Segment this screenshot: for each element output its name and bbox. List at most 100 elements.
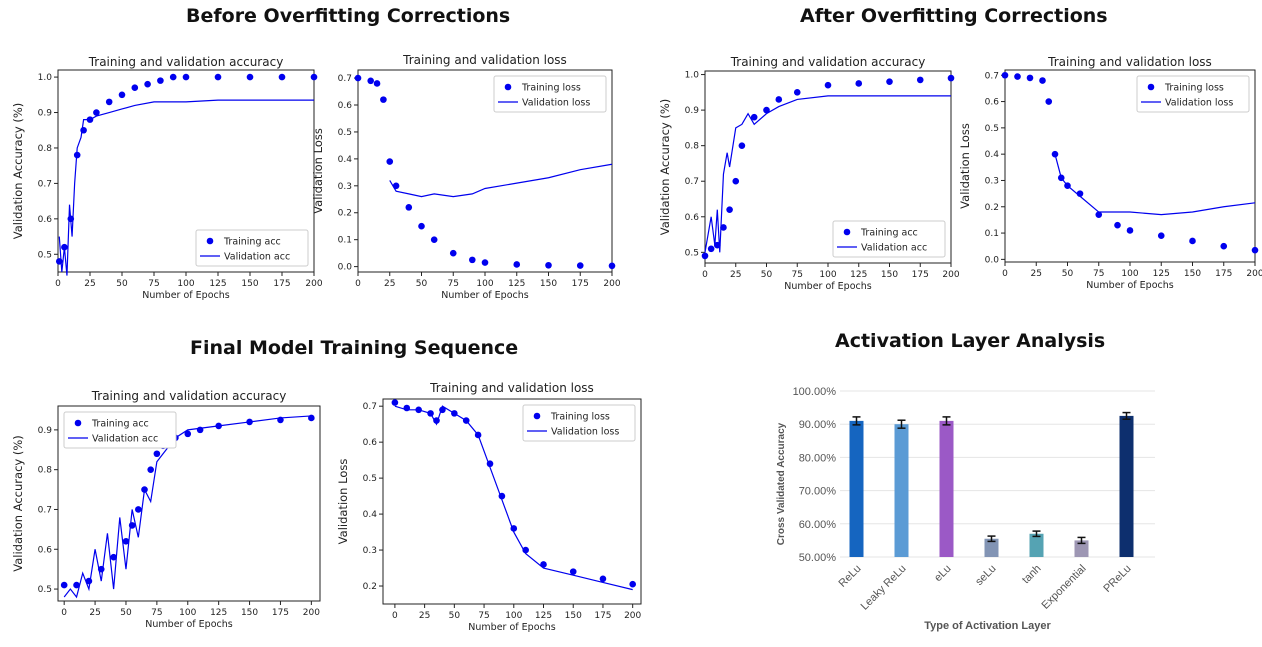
chart-title: Training and validation accuracy: [88, 55, 284, 69]
training-point: [277, 416, 284, 424]
training-point: [701, 252, 709, 260]
y-tick-label: 100.00%: [793, 386, 837, 398]
x-tick-label: 25: [89, 608, 100, 618]
training-point: [427, 410, 434, 417]
legend-marker-dot: [533, 412, 541, 420]
x-axis-label: Number of Epochs: [441, 290, 528, 301]
training-point: [60, 581, 68, 589]
y-tick-label: 0.2: [338, 209, 352, 219]
training-point: [886, 78, 893, 85]
legend-box: [1136, 75, 1250, 113]
training-point: [629, 580, 636, 588]
y-tick-label: 0.9: [38, 426, 53, 436]
training-point: [214, 73, 222, 81]
x-tick-label: 150: [540, 279, 557, 289]
section-title-activation: Activation Layer Analysis: [835, 330, 1106, 352]
x-tick-label: 0: [1002, 269, 1008, 279]
x-tick-label: 175: [273, 279, 290, 289]
legend-label: Training loss: [521, 83, 581, 94]
y-tick-label: 0.3: [363, 546, 377, 556]
legend-label: Validation acc: [224, 252, 290, 263]
x-tick-label: 100: [177, 279, 194, 289]
x-tick-label: 150: [565, 611, 582, 621]
training-point: [405, 204, 413, 211]
validation-line: [704, 95, 951, 253]
x-tick-label: 175: [594, 611, 611, 621]
y-tick-label: 0.3: [338, 182, 352, 192]
training-point: [118, 91, 126, 99]
y-tick-label: 0.0: [338, 263, 353, 273]
y-tick-label: 90.00%: [799, 419, 837, 431]
training-point: [246, 73, 254, 81]
y-tick-label: 0.1: [985, 229, 999, 239]
training-point: [1051, 150, 1059, 158]
training-point: [128, 522, 136, 529]
x-tick-label: 125: [535, 611, 552, 621]
training-point: [510, 525, 518, 532]
legend-marker-dot: [504, 83, 512, 91]
training-point: [775, 96, 783, 103]
x-tick-label: 200: [303, 608, 320, 618]
training-point: [85, 577, 93, 585]
y-tick-label: 0.6: [38, 545, 53, 555]
x-tick-label: 150: [1184, 269, 1201, 279]
training-point: [141, 486, 148, 493]
training-point: [1001, 71, 1009, 79]
training-point: [97, 565, 105, 573]
x-tick-label: 25: [730, 270, 741, 280]
y-tick-label: 1.0: [38, 73, 53, 83]
training-point: [392, 182, 400, 190]
training-point: [714, 241, 721, 249]
y-tick-label: 0.7: [38, 179, 52, 189]
x-axis-label: Number of Epochs: [468, 622, 555, 633]
y-axis-label: Validation Accuracy (%): [11, 103, 25, 240]
training-point: [278, 73, 286, 81]
legend-box: [63, 411, 177, 449]
section-title-before: Before Overfitting Corrections: [186, 5, 511, 27]
training-point: [55, 258, 63, 265]
x-tick-label: 75: [478, 611, 489, 621]
training-point: [373, 80, 381, 87]
training-point: [105, 98, 113, 106]
legend-label: Validation acc: [861, 243, 927, 254]
x-tick-label: 175: [912, 270, 929, 280]
training-point: [430, 236, 438, 243]
x-tick-label: 25: [1031, 269, 1042, 279]
after-loss-chart: Training and validation loss 0 25 50 75 100 12…: [958, 55, 1262, 291]
training-point: [310, 73, 318, 81]
legend-box: [832, 220, 946, 258]
training-point: [481, 259, 489, 266]
x-tick-label: 100: [476, 279, 493, 289]
x-axis-label: Number of Epochs: [145, 619, 232, 630]
x-tick-label: 100: [505, 611, 522, 621]
x-tick-label: 200: [624, 611, 641, 621]
legend-label: Training acc: [223, 237, 281, 248]
legend-label: Validation loss: [551, 427, 619, 438]
training-point: [513, 261, 521, 268]
y-tick-label: 0.6: [985, 98, 1000, 108]
legend-box: [522, 404, 636, 442]
x-tick-label: ReLu: [837, 563, 864, 590]
x-tick-label: 50: [116, 279, 128, 289]
x-tick-label: 175: [572, 279, 589, 289]
training-point: [403, 404, 411, 412]
training-point: [763, 106, 770, 114]
y-tick-label: 0.2: [363, 582, 377, 592]
training-point: [73, 581, 80, 589]
final-loss-chart: Training and validation loss 0 25 50 75 100 12…: [336, 381, 642, 633]
training-point: [451, 410, 458, 417]
training-point: [196, 426, 204, 434]
training-point: [391, 399, 399, 406]
training-point: [449, 249, 457, 257]
x-tick-label: PReLu: [1101, 563, 1133, 595]
y-tick-label: 0.2: [985, 203, 999, 213]
training-point: [1220, 242, 1228, 250]
y-tick-label: 0.7: [38, 505, 52, 515]
legend-label: Training acc: [860, 228, 918, 239]
y-tick-label: 0.5: [985, 124, 999, 134]
training-point: [169, 73, 177, 81]
legend-marker-dot: [1147, 83, 1155, 91]
training-point: [67, 215, 75, 223]
y-tick-label: 0.3: [985, 176, 999, 186]
training-point: [855, 80, 863, 87]
